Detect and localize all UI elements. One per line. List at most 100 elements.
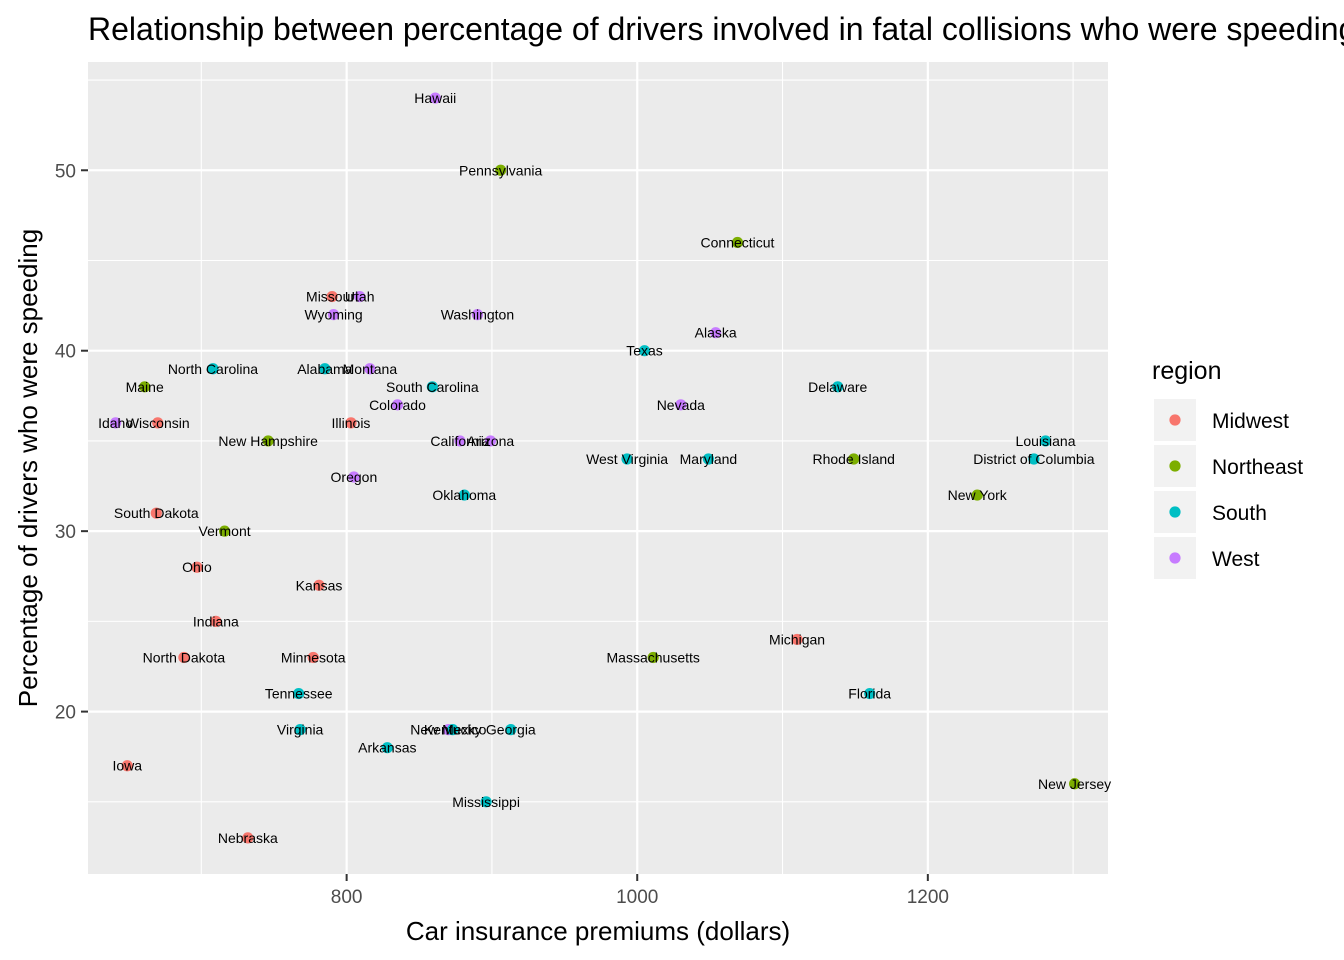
point-label: Alabama (297, 361, 352, 377)
data-point (319, 363, 331, 375)
data-point (471, 309, 484, 321)
data-point (191, 561, 203, 573)
point-label: New Hampshire (218, 433, 318, 449)
x-axis-title: Car insurance premiums (dollars) (406, 916, 790, 946)
data-point (218, 525, 231, 537)
point-label: Tennessee (265, 686, 333, 702)
point-label: Missouri (306, 289, 358, 305)
data-point (731, 236, 744, 249)
point-label: North Dakota (143, 649, 226, 665)
x-tick-label: 800 (331, 887, 363, 908)
data-point (495, 164, 507, 176)
data-point (327, 309, 340, 321)
data-point (294, 724, 306, 736)
data-point (480, 796, 492, 808)
point-label: Nebraska (218, 830, 278, 846)
data-point (364, 363, 376, 375)
data-point (832, 381, 844, 393)
legend-marker (1169, 460, 1181, 472)
data-point (242, 832, 254, 844)
point-labels: Hawaii Pennsylvania Connecticut MissouriUta… (98, 90, 1111, 846)
legend-label: Northeast (1212, 456, 1303, 479)
point-label: Massachusetts (607, 649, 700, 665)
legend: region Midwest Northeast South West (1152, 357, 1303, 579)
legend-marker (1169, 552, 1181, 564)
y-tick-label: 40 (55, 342, 76, 363)
data-point (426, 381, 438, 393)
data-point (1039, 435, 1052, 447)
legend-items: Midwest Northeast South West (1154, 399, 1303, 579)
data-point (178, 651, 190, 664)
point-label: Virginia (277, 722, 324, 738)
grid-lines (88, 62, 1108, 874)
legend-title: region (1152, 357, 1222, 385)
data-point (210, 615, 222, 627)
data-point (675, 399, 687, 411)
plot-panel (88, 62, 1108, 874)
point-label: Ohio (182, 559, 212, 575)
data-point (262, 435, 274, 447)
x-tick-label: 1000 (616, 887, 658, 908)
data-point (152, 417, 164, 429)
point-label: Nevada (657, 397, 705, 413)
data-point (326, 290, 338, 303)
point-label: Florida (848, 686, 891, 702)
data-point (348, 471, 360, 483)
point-label: Delaware (808, 379, 867, 395)
data-point (307, 651, 319, 664)
y-tick-label: 20 (55, 703, 76, 724)
data-point (848, 453, 860, 465)
data-point (121, 760, 133, 772)
data-point (505, 724, 517, 736)
point-label: Idaho (98, 415, 133, 431)
data-point (710, 327, 722, 339)
point-label: Iowa (112, 758, 142, 774)
data-point (621, 453, 633, 465)
data-point (313, 579, 325, 591)
data-point (207, 363, 219, 375)
data-point (150, 507, 162, 519)
data-point (1028, 453, 1040, 465)
point-label: Oklahoma (432, 487, 496, 503)
chart-title: Relationship between percentage of drive… (88, 11, 1344, 47)
y-tick-label: 30 (55, 522, 76, 543)
point-label: Kansas (296, 577, 343, 593)
legend-label: Midwest (1212, 410, 1289, 433)
point-label: Wyoming (304, 307, 362, 323)
point-label: California (430, 433, 489, 449)
data-points (110, 92, 1081, 844)
legend-label: South (1212, 502, 1267, 525)
point-label: Louisiana (1016, 433, 1076, 449)
point-label: West Virginia (586, 451, 668, 467)
data-point (1068, 778, 1081, 790)
point-label: Washington (441, 307, 514, 323)
point-label: Georgia (486, 722, 536, 738)
x-tick-label: 1200 (907, 887, 949, 908)
legend-marker (1169, 414, 1181, 426)
point-label: Hawaii (414, 90, 456, 106)
data-point (110, 417, 122, 429)
data-point (971, 489, 983, 501)
data-point (345, 417, 357, 429)
data-point (447, 724, 459, 736)
point-label: Utah (345, 289, 375, 305)
point-label: Maine (126, 379, 164, 395)
data-point (484, 435, 497, 447)
data-point (458, 489, 470, 501)
axes: 800 1000 1200 20 30 40 50 (55, 161, 949, 908)
point-label: Maryland (680, 451, 738, 467)
point-label: Alaska (695, 325, 737, 341)
point-label: Connecticut (701, 234, 775, 250)
y-tick-label: 50 (55, 161, 76, 182)
data-point (293, 687, 305, 700)
point-label: Wisconsin (126, 415, 190, 431)
point-label: Michigan (769, 631, 825, 647)
point-label: Pennsylvania (459, 162, 542, 178)
point-label: South Dakota (114, 505, 199, 521)
data-point (638, 345, 651, 357)
legend-marker (1169, 506, 1181, 518)
data-point (864, 687, 876, 700)
point-label: South Carolina (386, 379, 479, 395)
